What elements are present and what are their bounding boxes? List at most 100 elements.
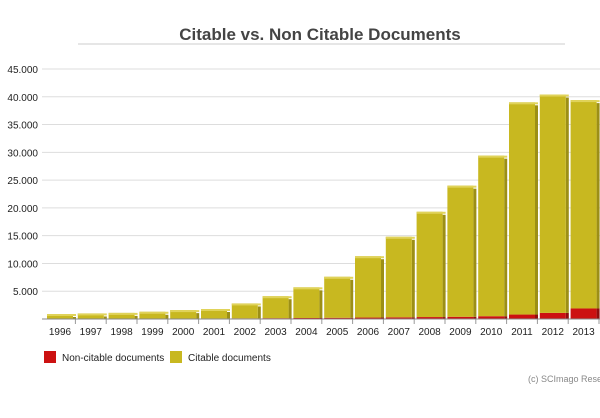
x-tick-label: 2011	[511, 327, 533, 338]
x-tick-label: 2004	[295, 327, 318, 338]
bar-top-highlight	[201, 309, 230, 311]
x-tick-label: 2000	[172, 327, 195, 338]
axes: 5.000 10.000 15.000 20.000 25.000 30.000 35.00…	[7, 65, 600, 338]
bar-non-citable	[447, 316, 474, 319]
bar-top-highlight	[478, 155, 508, 158]
legend-swatch-citable	[170, 351, 182, 363]
bar-top-highlight	[509, 102, 538, 105]
bar-side-non-citable	[565, 312, 569, 319]
bar-side-citable	[319, 290, 323, 318]
bar-top-highlight	[570, 100, 600, 103]
x-tick-label: 2010	[480, 327, 503, 338]
bar-side-non-citable	[442, 317, 446, 319]
y-tick-label: 15.000	[7, 232, 38, 243]
bar-top-highlight	[447, 185, 477, 188]
bar-side-citable	[134, 315, 138, 319]
bar-citable	[324, 276, 351, 318]
bar-citable	[262, 296, 289, 319]
y-tick-label: 20.000	[7, 204, 38, 215]
bar-side-citable	[504, 158, 508, 317]
bar-citable	[231, 303, 258, 319]
legend-label-non-citable: Non-citable documents	[62, 353, 164, 364]
bar-top-highlight	[355, 256, 384, 259]
bar-side-citable	[381, 259, 384, 318]
bar-side-citable	[411, 239, 415, 318]
bar-group	[47, 94, 600, 320]
bar-top-highlight	[77, 313, 107, 316]
bar-side-citable	[350, 279, 354, 318]
bar-top-highlight	[324, 276, 354, 279]
x-tick-label: 2006	[357, 327, 380, 338]
bar-side-citable	[73, 317, 76, 319]
bar-side-citable	[227, 312, 230, 319]
y-tick-label: 40.000	[7, 93, 38, 104]
bar-top-highlight	[170, 310, 200, 313]
x-tick-label: 1999	[141, 327, 164, 338]
bar-top-highlight	[262, 296, 292, 299]
bar-citable	[355, 256, 381, 318]
bar-non-citable	[416, 317, 443, 319]
y-tick-label: 45.000	[7, 65, 38, 76]
bar-side-non-citable	[504, 316, 508, 319]
bar-top-highlight	[108, 312, 138, 315]
x-tick-label: 2012	[542, 327, 565, 338]
bar-citable	[478, 155, 505, 317]
bar-citable	[201, 309, 227, 319]
bar-citable	[139, 311, 166, 319]
legend-label-citable: Citable documents	[188, 353, 271, 364]
bar-side-citable	[257, 306, 261, 319]
bar-side-non-citable	[411, 317, 415, 319]
bar-side-citable	[473, 188, 477, 317]
bar-side-citable	[103, 316, 107, 319]
bar-non-citable	[539, 312, 566, 319]
bar-non-citable	[324, 317, 351, 319]
x-tick-label: 2009	[449, 327, 472, 338]
bar-side-citable	[596, 103, 600, 309]
bar-citable	[385, 236, 412, 318]
chart-title: Citable vs. Non Citable Documents	[179, 25, 461, 44]
bar-citable	[47, 314, 73, 319]
bar-top-highlight	[47, 314, 76, 316]
legend: Non-citable documents Citable documents	[44, 351, 271, 364]
bar-citable	[293, 287, 320, 318]
y-tick-label: 30.000	[7, 148, 38, 159]
bar-citable	[509, 102, 535, 315]
y-tick-label: 5.000	[13, 287, 38, 298]
x-tick-label: 1997	[80, 327, 103, 338]
bar-non-citable	[570, 308, 597, 319]
y-tick-label: 10.000	[7, 259, 38, 270]
bar-side-citable	[165, 314, 169, 319]
x-tick-label: 2013	[572, 327, 595, 338]
x-tick-label: 2005	[326, 327, 349, 338]
x-tick-label: 2008	[418, 327, 441, 338]
bar-citable	[108, 312, 135, 319]
bar-citable	[77, 313, 104, 319]
bar-top-highlight	[139, 311, 169, 314]
bar-side-citable	[442, 214, 446, 318]
y-tick-label: 25.000	[7, 176, 38, 187]
bar-top-highlight	[539, 94, 569, 97]
grid-lines	[42, 68, 600, 292]
bar-side-citable	[535, 105, 538, 315]
bar-side-citable	[565, 97, 569, 313]
bar-non-citable	[355, 317, 381, 319]
bar-non-citable	[509, 314, 535, 319]
bar-side-non-citable	[350, 317, 354, 319]
x-tick-label: 2003	[264, 327, 287, 338]
bar-top-highlight	[416, 211, 446, 214]
bar-citable	[570, 100, 597, 309]
bar-side-non-citable	[535, 314, 538, 319]
x-tick-label: 1998	[110, 327, 133, 338]
bar-top-highlight	[231, 303, 261, 306]
x-tick-label: 1996	[49, 327, 72, 338]
x-tick-label: 2001	[203, 327, 226, 338]
bar-citable	[447, 185, 474, 317]
bar-side-citable	[288, 299, 292, 319]
x-tick-label: 2007	[388, 327, 411, 338]
bar-citable	[539, 94, 566, 313]
bar-side-non-citable	[596, 308, 600, 319]
bar-top-highlight	[293, 287, 323, 290]
y-tick-label: 35.000	[7, 121, 38, 132]
